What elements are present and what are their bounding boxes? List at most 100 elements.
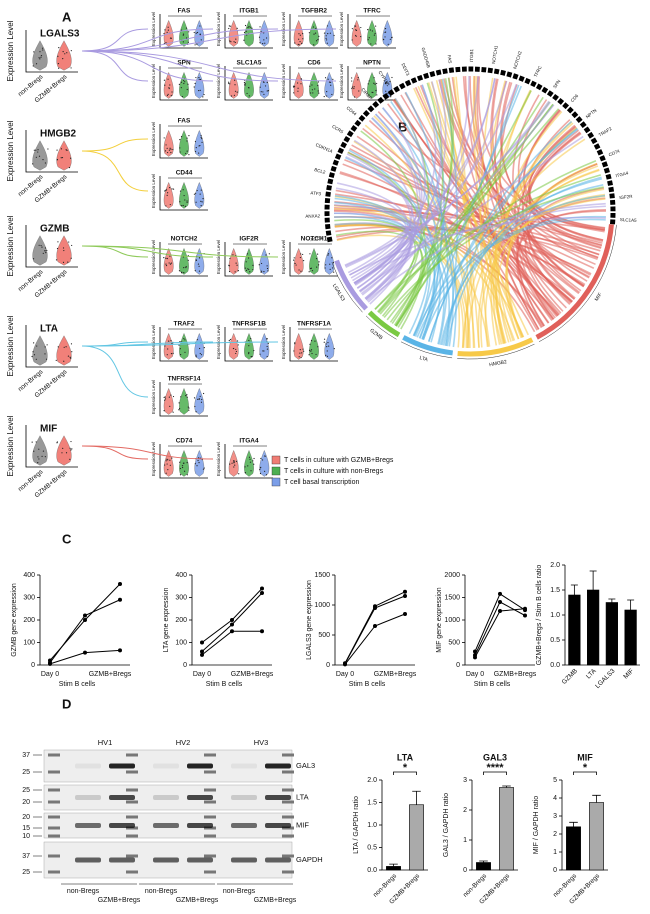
violin-dot [374, 84, 375, 85]
y-tick-label: 0.5 [367, 844, 377, 851]
violin-dot [297, 88, 298, 89]
x-axis-title: Stim B cells [349, 681, 386, 688]
y-axis-title: GZMB+Bregs / Stim B cells ratio [536, 565, 543, 666]
violin-dot [164, 29, 165, 30]
violin-dot [183, 272, 184, 273]
series-line [202, 589, 262, 643]
violin-dot [200, 201, 201, 202]
violin-dot [165, 263, 166, 264]
blot-label: GAPDH [296, 855, 323, 864]
violin-dot [294, 257, 295, 258]
chord-target-block [356, 121, 359, 125]
violin-dot [249, 459, 250, 460]
violin-dot [233, 466, 234, 467]
violin-dot [301, 43, 302, 44]
y-axis-label: Expression Level [281, 64, 286, 98]
violin-dot [236, 461, 237, 462]
violin-dot [197, 399, 198, 400]
violin-dot [309, 350, 310, 351]
x-tick-label: GZMB+Bregs [374, 671, 417, 678]
violin-dot [390, 39, 391, 40]
violin-dot [202, 96, 203, 97]
y-axis-title: GZMB gene expression [11, 583, 18, 657]
violin-dot [244, 82, 245, 83]
violin-dot [165, 190, 166, 191]
violin-dot [186, 27, 187, 28]
donor-label: HV3 [254, 738, 269, 747]
violin-dot [302, 349, 303, 350]
violin-dot [170, 340, 171, 341]
violin [164, 450, 173, 476]
violin-dot [229, 83, 230, 84]
violin-dot [181, 136, 182, 137]
ladder-band [282, 835, 294, 838]
data-point [48, 662, 52, 666]
violin-dot [267, 356, 268, 357]
violin [383, 20, 392, 46]
violin [229, 333, 238, 359]
violin-dot [46, 250, 47, 251]
violin-dot [199, 348, 200, 349]
violin-dot [316, 266, 317, 267]
violin-dot [302, 38, 303, 39]
violin-dot [183, 267, 184, 268]
violin-dot [261, 91, 262, 92]
violin [260, 450, 269, 476]
violin-dot [39, 51, 40, 52]
ladder-band [126, 789, 138, 792]
error-bar [412, 791, 421, 805]
chord-target-block [379, 99, 383, 102]
mw-marker: 20 [22, 799, 30, 806]
violin-dot [201, 190, 202, 191]
y-axis-label: Expression Level [281, 12, 286, 46]
violin-dot [170, 38, 171, 39]
y-axis-label: Expression Level [6, 215, 15, 276]
violin-dot [385, 28, 386, 29]
violin-dot [43, 451, 44, 452]
violin-dot [374, 77, 375, 78]
violin-dot [194, 406, 195, 407]
violin-dot [299, 44, 300, 45]
violin-dot [201, 142, 202, 143]
violin-dot [325, 267, 326, 268]
violin-dot [331, 257, 332, 258]
violin-dot [310, 268, 311, 269]
violin-dot [56, 442, 57, 443]
violin-dot [194, 194, 195, 195]
blot-band [153, 823, 179, 828]
violin [33, 336, 48, 366]
violin-dot [171, 188, 172, 189]
violin-dot [200, 396, 201, 397]
violin-dot [228, 82, 229, 83]
violin-dot [33, 342, 34, 343]
violin-dot [38, 458, 39, 459]
violin-dot [352, 87, 353, 88]
target-name: IGF2R [239, 236, 258, 243]
violin-dot [236, 262, 237, 263]
violin-dot [237, 28, 238, 29]
chord-target-label: NOTCH1 [491, 45, 499, 65]
blot-band [75, 764, 101, 769]
violin-dot [164, 345, 165, 346]
violin-dot [64, 347, 65, 348]
violin-dot [317, 85, 318, 86]
y-tick-label: 3 [553, 813, 557, 820]
violin-dot [58, 63, 59, 64]
target-name: TGFBR2 [301, 8, 327, 15]
violin-dot [376, 94, 377, 95]
violin-dot [293, 92, 294, 93]
violin-dot [171, 263, 172, 264]
violin-dot [293, 260, 294, 261]
violin [164, 248, 173, 274]
chord-target-block [599, 150, 601, 154]
chord-target-block [507, 74, 512, 75]
ladder-band [282, 771, 294, 774]
violin-dot [186, 200, 187, 201]
mw-marker: 25 [22, 869, 30, 876]
violin-dot [32, 351, 33, 352]
chord-target-block [349, 132, 352, 136]
y-axis-label: Expression Level [216, 240, 221, 274]
violin-dot [309, 86, 310, 87]
panel-label: C [62, 531, 72, 546]
violin-dot [66, 452, 67, 453]
